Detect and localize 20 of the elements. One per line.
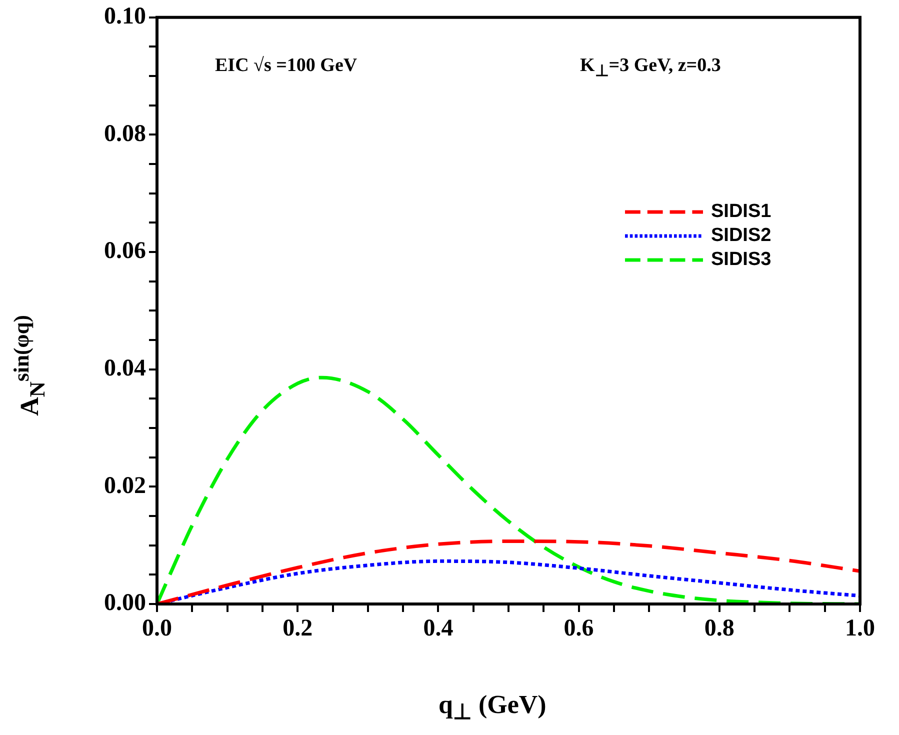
line-series — [157, 539, 860, 604]
annotation: K$_{⊥}$=3 GeV, z=0.3 — [580, 55, 721, 81]
x-axis-title: q$_{⊥}$ (GeV) — [438, 690, 546, 726]
x-tick-label: 0.0 — [142, 616, 172, 642]
y-tick-label: 0.10 — [104, 4, 146, 30]
y-tick-label: 0.08 — [104, 120, 146, 147]
legend-label: SIDIS3 — [711, 249, 772, 271]
x-tick-label: 0.2 — [282, 616, 313, 642]
x-tick-label: 0.8 — [704, 616, 734, 642]
x-tick-label: 0.6 — [564, 616, 594, 642]
y-tick-label: 0.02 — [104, 472, 146, 499]
legend-label: SIDIS2 — [711, 225, 772, 247]
x-tick-label: 1.0 — [845, 616, 875, 642]
annotation: EIC √s =100 GeV — [215, 55, 358, 77]
line-series — [157, 376, 860, 604]
y-tick-label: 0.00 — [104, 590, 146, 616]
legend-label: SIDIS1 — [711, 201, 772, 223]
y-tick-label: 0.04 — [104, 356, 146, 382]
y-tick-label: 0.06 — [104, 238, 146, 264]
x-tick-label: 0.4 — [423, 616, 454, 642]
